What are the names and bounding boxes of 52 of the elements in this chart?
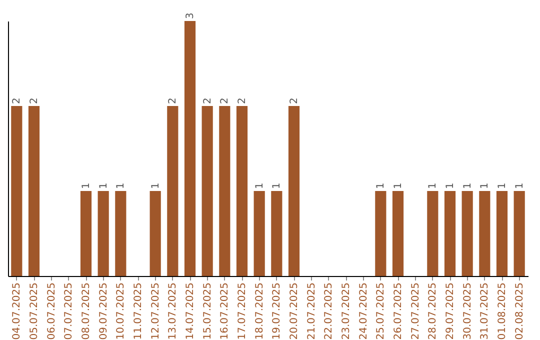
data-label: 2 — [12, 98, 23, 104]
x-tick-label: 02.08.2025 — [514, 282, 526, 340]
data-label: 1 — [150, 182, 162, 189]
x-tick-label: 17.07.2025 — [237, 282, 248, 340]
data-label: 2 — [202, 98, 214, 104]
data-label: 2 — [29, 98, 40, 104]
x-tick-label: 15.07.2025 — [202, 282, 214, 340]
x-tick-label: 09.07.2025 — [98, 282, 110, 340]
data-label: 2 — [237, 98, 248, 104]
x-tick-label: 18.07.2025 — [254, 282, 266, 340]
x-tick-label: 16.07.2025 — [220, 282, 231, 340]
x-tick-label: 21.07.2025 — [306, 282, 318, 340]
data-label: 1 — [497, 182, 508, 189]
x-tick-label: 10.07.2025 — [116, 282, 127, 340]
data-label: 3 — [185, 12, 196, 19]
data-label: 2 — [289, 98, 300, 104]
x-tick-label: 13.07.2025 — [168, 282, 179, 340]
x-tick-label: 31.07.2025 — [480, 282, 491, 340]
data-label: 1 — [81, 182, 92, 189]
x-tick-label: 11.07.2025 — [133, 282, 144, 340]
x-tick-label: 27.07.2025 — [410, 282, 422, 340]
x-tick-label: 25.07.2025 — [376, 282, 387, 340]
data-label: 1 — [462, 182, 474, 189]
x-tick-label: 30.07.2025 — [462, 282, 474, 340]
x-tick-label: 22.07.2025 — [324, 282, 335, 340]
x-tick-label: 19.07.2025 — [272, 282, 283, 340]
data-label: 1 — [272, 182, 283, 189]
data-label: 2 — [168, 98, 179, 104]
x-tick-label: 26.07.2025 — [393, 282, 404, 340]
x-tick-label: 06.07.2025 — [46, 282, 58, 340]
x-tick-label: 14.07.2025 — [185, 282, 196, 340]
x-tick-label: 24.07.2025 — [358, 282, 370, 340]
x-tick-label: 20.07.2025 — [289, 282, 300, 340]
data-label: 1 — [480, 182, 491, 189]
x-tick-label: 05.07.2025 — [29, 282, 40, 340]
data-label: 2 — [220, 98, 231, 104]
x-tick-label: 01.08.2025 — [497, 282, 508, 340]
data-label: 1 — [393, 182, 404, 189]
x-tick-label: 07.07.2025 — [64, 282, 75, 340]
data-label: 1 — [376, 182, 387, 189]
data-label: 1 — [98, 182, 110, 189]
data-label: 1 — [254, 182, 266, 189]
data-label: 1 — [514, 182, 526, 189]
x-tick-label: 08.07.2025 — [81, 282, 92, 340]
data-label: 1 — [445, 182, 456, 189]
x-tick-label: 28.07.2025 — [428, 282, 439, 340]
x-tick-label: 23.07.2025 — [341, 282, 352, 340]
x-tick-label: 29.07.2025 — [445, 282, 456, 340]
x-tick-label: 12.07.2025 — [150, 282, 162, 340]
x-tick-label: 04.07.2025 — [12, 282, 23, 340]
data-label: 1 — [428, 182, 439, 189]
data-label: 1 — [116, 182, 127, 189]
